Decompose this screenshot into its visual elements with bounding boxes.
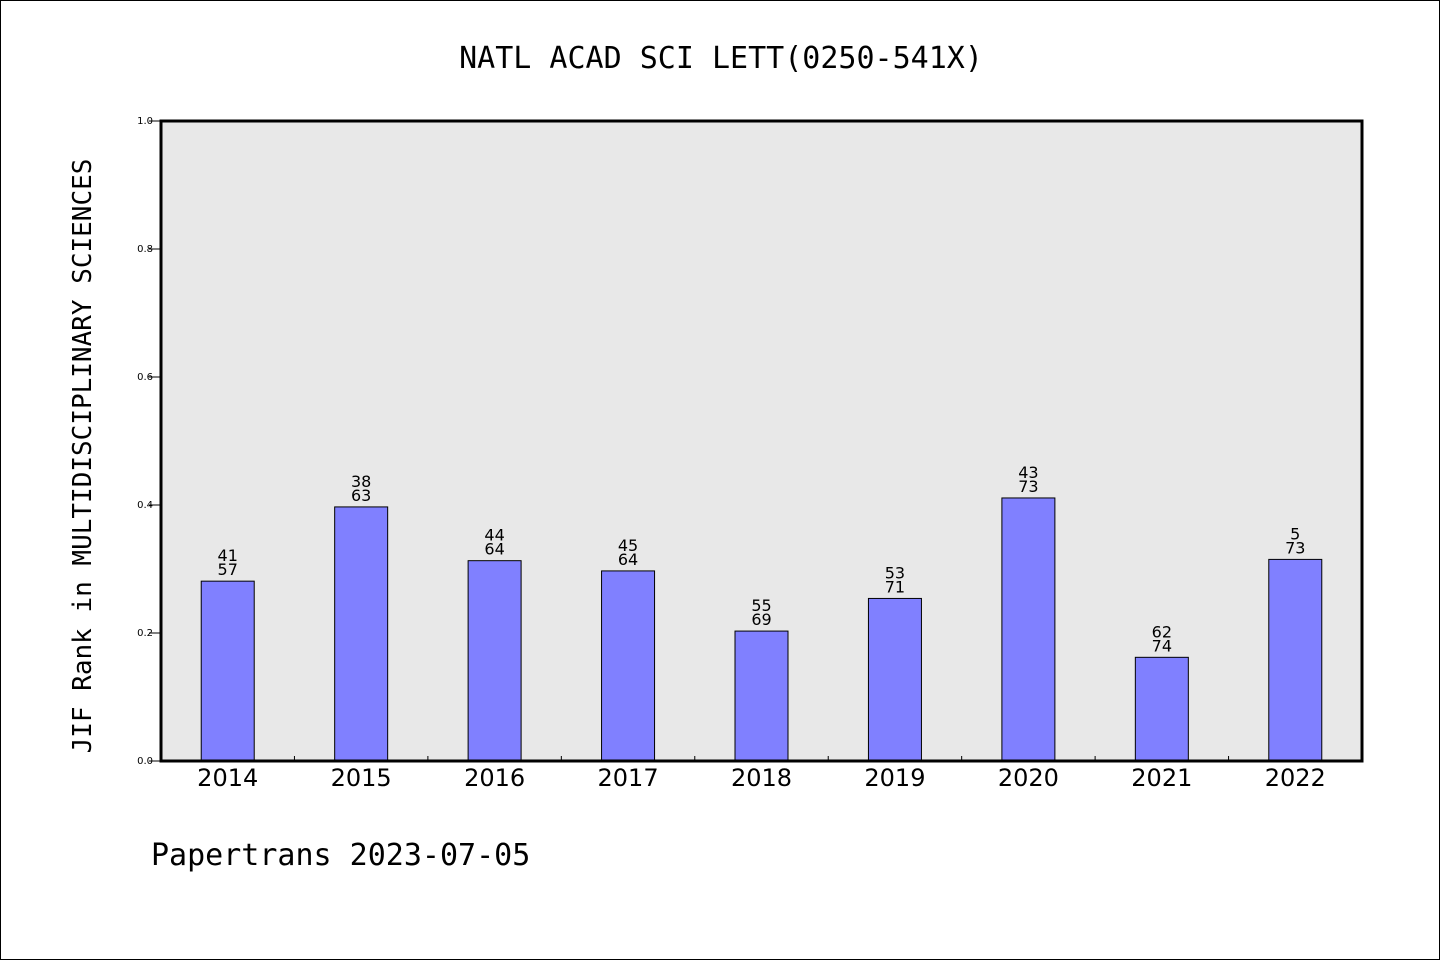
x-tick-label: 2014 xyxy=(197,764,258,792)
bar-2019 xyxy=(867,597,922,762)
bar-label-total: 71 xyxy=(885,577,905,596)
x-axis: 2014 2015 2016 2017 2018 2019 2020 2021 2022 xyxy=(197,756,1326,792)
bar-label-total: 69 xyxy=(751,610,771,629)
bar-label-rank: 62 xyxy=(1152,622,1172,641)
x-tick-label: 2015 xyxy=(331,764,392,792)
bar-label-total: 64 xyxy=(484,540,504,559)
y-tick-label: 0.0 xyxy=(137,756,153,767)
x-tick-label: 2019 xyxy=(864,764,925,792)
y-tick-label: 0.8 xyxy=(137,244,153,255)
x-tick-label: 2017 xyxy=(598,764,659,792)
y-tick-label: 0.2 xyxy=(137,628,153,639)
bar-2020 xyxy=(1001,497,1056,762)
bar-label-total: 73 xyxy=(1018,477,1038,496)
chart-title: NATL ACAD SCI LETT(0250-541X) xyxy=(459,41,983,76)
bar-label-total: 57 xyxy=(218,560,238,579)
x-tick-label: 2021 xyxy=(1131,764,1192,792)
bar-2022 xyxy=(1268,558,1323,762)
y-axis-label: JIF Rank in MULTIDISCIPLINARY SCIENCES xyxy=(68,159,98,754)
bar-label-rank: 55 xyxy=(751,596,771,615)
bars-group xyxy=(200,497,1323,762)
x-tick-label: 2022 xyxy=(1265,764,1326,792)
bar-label-total: 74 xyxy=(1152,636,1172,655)
bar-2018 xyxy=(734,630,789,762)
bar-2014 xyxy=(200,580,255,762)
x-tick-label: 2016 xyxy=(464,764,525,792)
bar-2016 xyxy=(467,560,522,762)
x-tick-label: 2020 xyxy=(998,764,1059,792)
plot-border xyxy=(159,119,1364,763)
y-tick-label: 1.0 xyxy=(137,116,153,127)
bar-label-total: 63 xyxy=(351,486,371,505)
bar-label-rank: 43 xyxy=(1018,463,1038,482)
bar-label-rank: 45 xyxy=(618,536,638,555)
bar-label-rank: 44 xyxy=(484,526,504,545)
bar-label-rank: 38 xyxy=(351,472,371,491)
bar-label-rank: 41 xyxy=(218,546,238,565)
bar-2015 xyxy=(334,506,389,762)
x-tick-label: 2018 xyxy=(731,764,792,792)
bar-label-total: 64 xyxy=(618,550,638,569)
bar-2017 xyxy=(601,570,656,762)
y-axis: 0.0 0.2 0.4 0.6 0.8 1.0 xyxy=(137,116,161,767)
bar-label-rank: 53 xyxy=(885,563,905,582)
y-tick-label: 0.4 xyxy=(137,500,153,511)
y-tick-label: 0.6 xyxy=(137,372,153,383)
footer-watermark: Papertrans 2023-07-05 xyxy=(151,838,530,873)
bar-label-total: 73 xyxy=(1285,538,1305,557)
bar-2021 xyxy=(1134,656,1189,762)
bar-label-rank: 5 xyxy=(1290,524,1300,543)
